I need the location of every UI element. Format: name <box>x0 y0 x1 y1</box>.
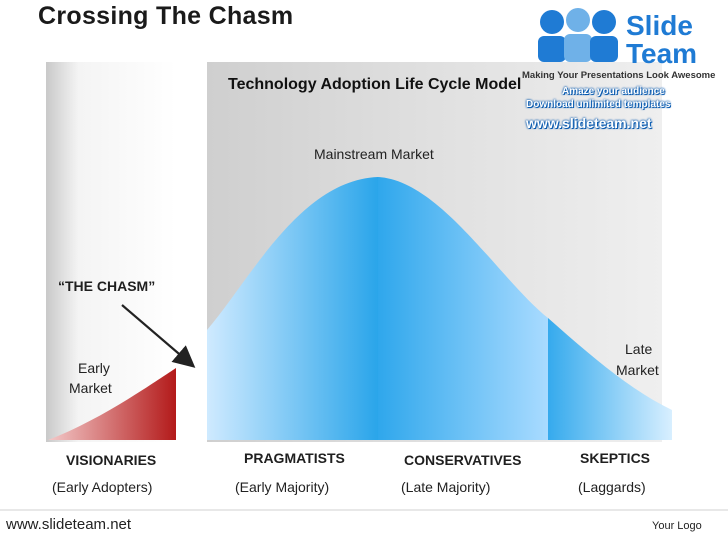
slide-title: Crossing The Chasm <box>38 2 294 30</box>
segment-name-pragmatists: PRAGMATISTS <box>244 450 345 466</box>
late-majority-area <box>378 177 548 440</box>
team-people-icon <box>538 8 618 62</box>
segment-group-laggards: (Laggards) <box>578 479 646 495</box>
promo-url[interactable]: www.slideteam.net <box>526 115 652 131</box>
segment-group-early-majority: (Early Majority) <box>235 479 330 495</box>
chasm-arrow <box>121 304 196 368</box>
early-market-area <box>48 368 176 440</box>
chasm-label: “THE CHASM” <box>58 278 156 294</box>
segment-name-skeptics: SKEPTICS <box>580 450 651 466</box>
segment-name-visionaries: VISIONARIES <box>66 452 157 468</box>
chasm-gap <box>176 40 207 450</box>
early-market-label-2: Market <box>69 380 112 396</box>
logo-name-line2: Team <box>626 38 698 69</box>
early-market-label-1: Early <box>78 360 110 376</box>
logo-tagline: Making Your Presentations Look Awesome <box>522 70 716 81</box>
late-market-label-1: Late <box>625 341 653 357</box>
late-market-label-2: Market <box>616 362 659 378</box>
early-majority-area <box>207 177 378 440</box>
promo-line-1: Amaze your audience <box>562 86 665 97</box>
segment-group-early-adopters: (Early Adopters) <box>52 479 153 495</box>
mainstream-market-label: Mainstream Market <box>314 146 434 162</box>
segment-name-conservatives: CONSERVATIVES <box>404 452 522 468</box>
early-market-panel <box>46 62 176 442</box>
promo-line-2: Download unlimited templates <box>526 99 671 110</box>
footer-your-logo: Your Logo <box>652 520 702 532</box>
segment-group-late-majority: (Late Majority) <box>401 479 491 495</box>
footer-website-link[interactable]: www.slideteam.net <box>6 516 132 533</box>
diagram-subtitle: Technology Adoption Life Cycle Model <box>228 76 522 93</box>
logo-name-line1: Slide <box>626 10 693 41</box>
laggards-area <box>548 318 672 440</box>
